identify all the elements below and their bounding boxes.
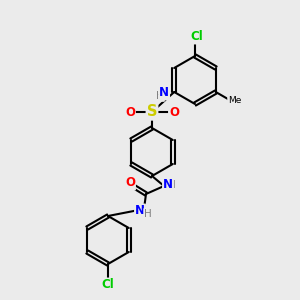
Text: H: H <box>168 180 176 190</box>
Text: O: O <box>125 176 135 190</box>
Text: Me: Me <box>228 95 241 104</box>
Text: H: H <box>156 91 164 101</box>
Text: H: H <box>144 209 152 219</box>
Text: O: O <box>169 106 179 118</box>
Text: Cl: Cl <box>102 278 114 292</box>
Text: N: N <box>159 86 169 100</box>
Text: N: N <box>163 178 173 190</box>
Text: S: S <box>147 104 157 119</box>
Text: N: N <box>135 205 145 218</box>
Text: Cl: Cl <box>190 31 203 44</box>
Text: O: O <box>125 106 135 118</box>
